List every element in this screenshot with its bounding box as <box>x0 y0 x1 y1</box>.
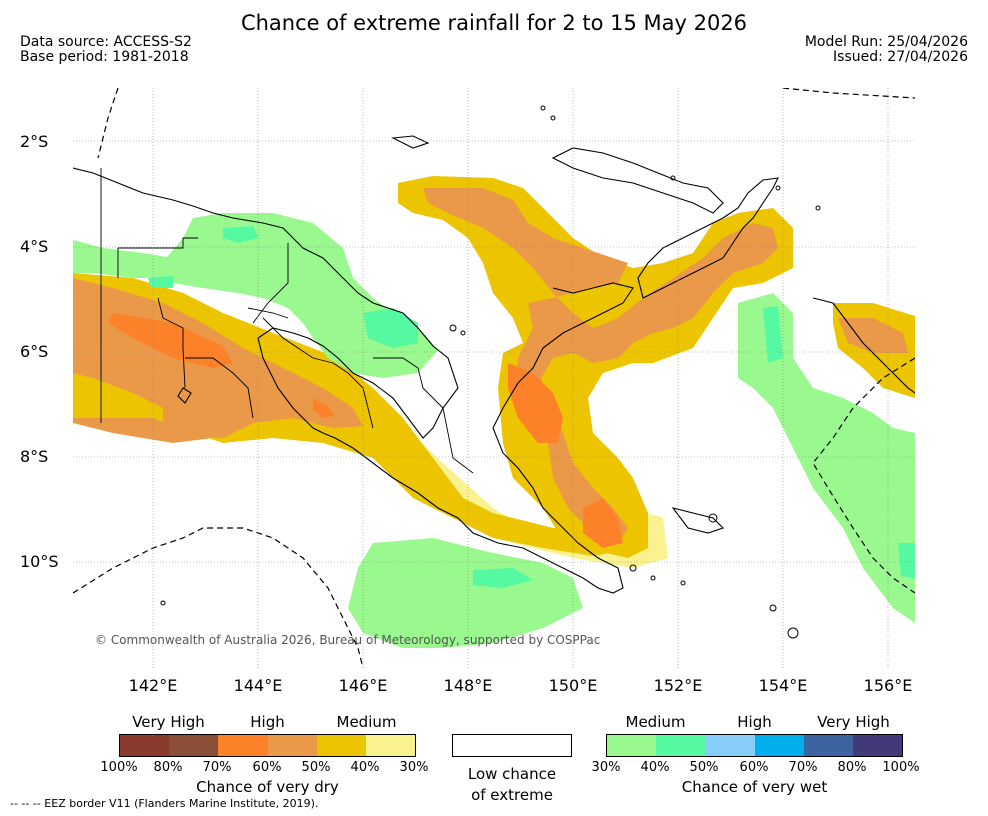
coastlines <box>73 135 915 594</box>
low-chance-label-line2: of extreme <box>471 786 553 804</box>
low-chance-label-line1: Low chance <box>467 765 557 783</box>
wet-swatch-70-80 <box>804 735 853 756</box>
dry-swatch-100-80 <box>120 735 169 756</box>
wet-swatch-80-100 <box>853 735 902 756</box>
wet-40-layer <box>148 226 915 588</box>
low-chance-legend: Low chance of extreme <box>452 734 572 806</box>
wet-tick: 40% <box>640 760 670 775</box>
lon-label-156e: 156°E <box>863 676 913 695</box>
dry-tick-labels: 100% 80% 70% 60% 50% 40% 30% <box>100 760 428 778</box>
dry-level-high: High <box>250 713 285 731</box>
dry-swatch-80-70 <box>169 735 218 756</box>
low-chance-swatch <box>452 734 572 757</box>
dry-color-strip <box>119 734 416 757</box>
dry-tick: 80% <box>153 760 183 775</box>
run-info-block: Model Run: 25/04/2026 Issued: 27/04/2026 <box>805 35 968 65</box>
wet-30-layer <box>73 213 915 648</box>
dry-tick: 30% <box>399 760 429 775</box>
wet-tick: 50% <box>689 760 719 775</box>
lon-label-144e: 144°E <box>233 676 283 695</box>
data-source-text: Data source: ACCESS-S2 <box>20 34 192 50</box>
lon-label-148e: 148°E <box>443 676 493 695</box>
map-title: Chance of extreme rainfall for 2 to 15 M… <box>240 11 748 35</box>
lat-label-6s: 6°S <box>20 342 49 361</box>
lat-label-10s: 10°S <box>20 552 59 571</box>
wet-swatch-50-60 <box>705 735 755 756</box>
dry-60-layer <box>108 313 623 548</box>
wet-tick: 80% <box>837 760 867 775</box>
model-run-text: Model Run: 25/04/2026 <box>804 34 968 50</box>
dry-tick: 70% <box>202 760 232 775</box>
wet-legend: Medium High Very High 30% 40% 50% 60% 70… <box>592 713 920 796</box>
wet-tick: 70% <box>788 760 818 775</box>
wet-level-very-high: Very High <box>817 713 890 731</box>
wet-level-medium: Medium <box>625 713 686 731</box>
dry-tick: 100% <box>100 760 138 775</box>
wet-swatch-60-70 <box>755 735 804 756</box>
island-chains <box>160 105 821 639</box>
wet-level-high: High <box>737 713 772 731</box>
lon-label-142e: 142°E <box>128 676 178 695</box>
dry-legend-title: Chance of very dry <box>196 778 339 796</box>
dry-level-very-high: Very High <box>132 713 205 731</box>
dry-tick: 50% <box>301 760 331 775</box>
dry-tick: 40% <box>350 760 380 775</box>
eez-border-note: -- -- -- EEZ border V11 (Flanders Marine… <box>10 797 319 810</box>
wet-swatch-30-40 <box>607 735 656 756</box>
lon-label-152e: 152°E <box>653 676 703 695</box>
base-period-text: Base period: 1981-2018 <box>20 49 189 65</box>
wet-tick: 100% <box>882 760 920 775</box>
dry-legend: Very High High Medium 100% 80% 70% 60% 5… <box>100 713 428 796</box>
province-borders <box>100 168 474 474</box>
low-chance-label: Low chance of extreme <box>452 764 572 806</box>
lat-label-8s: 8°S <box>20 447 49 466</box>
wet-legend-title: Chance of very wet <box>681 778 828 796</box>
dry-level-labels: Very High High Medium <box>119 713 416 733</box>
dry-swatch-40-30 <box>366 735 415 756</box>
dry-level-medium: Medium <box>336 713 397 731</box>
wet-swatch-40-50 <box>656 735 705 756</box>
data-source-block: Data source: ACCESS-S2 Base period: 1981… <box>20 35 192 65</box>
lat-label-4s: 4°S <box>20 237 49 256</box>
wet-tick-labels: 30% 40% 50% 60% 70% 80% 100% <box>592 760 920 778</box>
lon-label-154e: 154°E <box>758 676 808 695</box>
issued-text: Issued: 27/04/2026 <box>833 49 968 65</box>
dry-tick: 60% <box>252 760 282 775</box>
copyright-notice: © Commonwealth of Australia 2026, Bureau… <box>95 633 601 647</box>
grid-lines <box>73 88 915 668</box>
lon-label-146e: 146°E <box>338 676 388 695</box>
dry-swatch-70-60 <box>218 735 268 756</box>
lat-label-2s: 2°S <box>20 132 49 151</box>
dry-swatch-50-40 <box>317 735 366 756</box>
wet-color-strip <box>606 734 903 757</box>
wet-level-labels: Medium High Very High <box>606 713 903 733</box>
dry-swatch-60-50 <box>268 735 317 756</box>
wet-tick: 60% <box>739 760 769 775</box>
wet-tick: 30% <box>591 760 621 775</box>
rainfall-map <box>73 88 915 668</box>
lon-label-150e: 150°E <box>548 676 598 695</box>
